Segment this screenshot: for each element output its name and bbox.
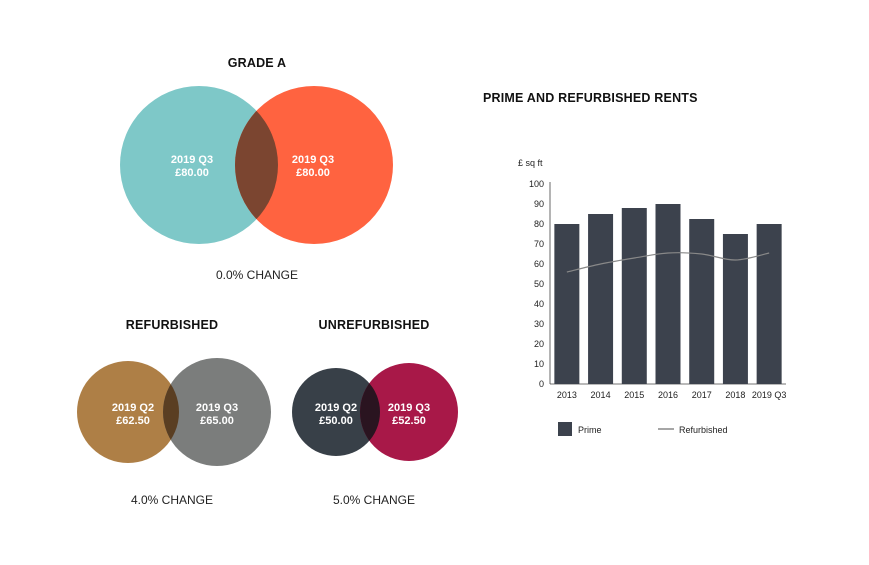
grade-a-right-period: 2019 Q3 [292, 154, 334, 166]
y-tick-label: 50 [534, 279, 544, 289]
x-tick-label: 2014 [591, 390, 611, 400]
x-tick-label: 2016 [658, 390, 678, 400]
refurbished-venn: 2019 Q2 £62.50 2019 Q3 £65.00 [77, 358, 271, 466]
y-tick-label: 30 [534, 319, 544, 329]
y-tick-label: 100 [529, 179, 544, 189]
refurbished-left-circle [77, 361, 179, 463]
line-refurbished [566, 252, 770, 273]
unrefurbished-right-value: £52.50 [392, 415, 426, 427]
legend-label-refurbished: Refurbished [679, 425, 728, 435]
legend-label-prime: Prime [578, 425, 602, 435]
grade-a-venn: 2019 Q3 £80.00 2019 Q3 £80.00 [120, 86, 393, 244]
bar-prime [655, 204, 681, 384]
y-tick-label: 80 [534, 219, 544, 229]
y-tick-label: 90 [534, 199, 544, 209]
unrefurbished-left-period: 2019 Q2 [315, 402, 357, 414]
refurbished-change: 4.0% CHANGE [130, 493, 214, 507]
x-tick-label: 2019 Q3 [752, 390, 787, 400]
y-axis-label: £ sq ft [518, 158, 543, 168]
grade-a-right-circle [235, 86, 393, 244]
x-tick-label: 2015 [624, 390, 644, 400]
y-tick-label: 20 [534, 339, 544, 349]
y-tick-label: 70 [534, 239, 544, 249]
refurbished-left-period: 2019 Q2 [112, 402, 154, 414]
refurbished-right-value: £65.00 [200, 415, 234, 427]
unrefurbished-venn: 2019 Q2 £50.00 2019 Q3 £52.50 [292, 363, 458, 461]
x-tick-label: 2013 [557, 390, 577, 400]
y-tick-label: 0 [539, 379, 544, 389]
bar-prime [756, 224, 782, 384]
unrefurbished-right-circle [360, 363, 458, 461]
grade-a-change: 0.0% CHANGE [215, 268, 299, 282]
unrefurbished-right-period: 2019 Q3 [388, 402, 430, 414]
grade-a-left-value: £80.00 [175, 167, 209, 179]
bar-prime [689, 219, 715, 384]
bar-prime [621, 208, 647, 384]
legend-swatch-prime [558, 422, 572, 436]
bar-prime [722, 234, 748, 384]
chart-title: PRIME AND REFURBISHED RENTS [483, 91, 698, 105]
grade-a-right-value: £80.00 [296, 167, 330, 179]
y-tick-label: 60 [534, 259, 544, 269]
bar-prime [554, 224, 580, 384]
refurbished-right-period: 2019 Q3 [196, 402, 238, 414]
x-tick-label: 2017 [692, 390, 712, 400]
unrefurbished-left-value: £50.00 [319, 415, 353, 427]
grade-a-left-circle [120, 86, 278, 244]
refurbished-title: REFURBISHED [125, 318, 219, 332]
unrefurbished-left-circle [292, 368, 380, 456]
unrefurbished-title: UNREFURBISHED [318, 318, 430, 332]
bar-prime [588, 214, 614, 384]
unrefurbished-change: 5.0% CHANGE [332, 493, 416, 507]
refurbished-left-value: £62.50 [116, 415, 150, 427]
x-tick-label: 2018 [725, 390, 745, 400]
y-tick-label: 40 [534, 299, 544, 309]
grade-a-title: GRADE A [227, 56, 287, 70]
rents-chart: £ sq ft 0 10 20 30 40 50 60 70 80 90 100 2013 2014 20… [518, 158, 787, 436]
y-tick-label: 10 [534, 359, 544, 369]
refurbished-right-circle [163, 358, 271, 466]
grade-a-left-period: 2019 Q3 [171, 154, 213, 166]
